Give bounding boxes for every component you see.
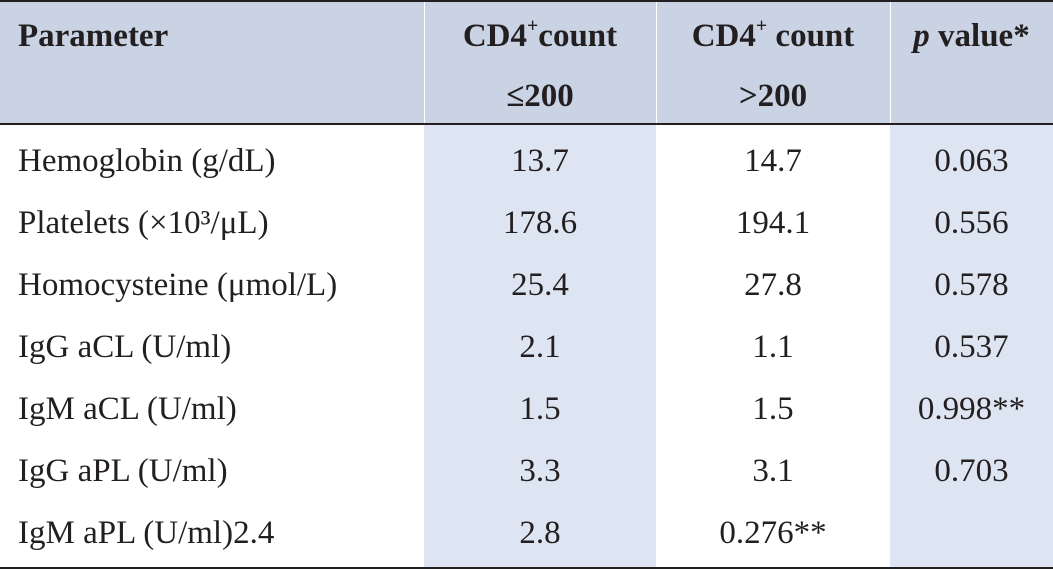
cell-p-value: 0.537 bbox=[934, 329, 1009, 365]
cell-le200: 1.5 bbox=[519, 391, 561, 427]
table-row: Homocysteine (μmol/L) 25.4 27.8 0.578 bbox=[0, 254, 1053, 316]
cell-parameter: Hemoglobin (g/dL) bbox=[18, 143, 276, 179]
header-cd4-gt200-line2: >200 bbox=[738, 78, 808, 114]
column-background-parameter bbox=[0, 124, 424, 568]
table-row: IgG aCL (U/ml) 2.1 1.1 0.537 bbox=[0, 316, 1053, 378]
column-background-gt200 bbox=[656, 124, 890, 568]
cell-parameter: IgG aCL (U/ml) bbox=[18, 329, 232, 365]
header-rule bbox=[0, 123, 1053, 125]
table-row: Hemoglobin (g/dL) 13.7 14.7 0.063 bbox=[0, 130, 1053, 192]
header-p-value: p value* bbox=[913, 18, 1030, 54]
cell-parameter: IgG aPL (U/ml) bbox=[18, 453, 228, 489]
cell-p-value: 0.998** bbox=[917, 391, 1026, 427]
cell-p-value: 0.703 bbox=[934, 453, 1009, 489]
table-row: IgM aCL (U/ml) 1.5 1.5 0.998** bbox=[0, 378, 1053, 440]
cell-le200: 3.3 bbox=[519, 453, 561, 489]
cell-gt200: 194.1 bbox=[735, 205, 811, 241]
cell-gt200: 27.8 bbox=[744, 267, 802, 303]
table-row: Platelets (×10³/μL) 178.6 194.1 0.556 bbox=[0, 192, 1053, 254]
column-background-pvalue bbox=[890, 124, 1053, 568]
cell-p-value: 0.578 bbox=[934, 267, 1009, 303]
header-background bbox=[0, 2, 1053, 124]
cell-parameter: Homocysteine (μmol/L) bbox=[18, 267, 338, 303]
cell-le200: 2.1 bbox=[519, 329, 561, 365]
top-rule bbox=[0, 0, 1053, 2]
header-cd4-gt200-line1: CD4+ count bbox=[691, 15, 855, 54]
table-row: IgM aPL (U/ml)2.4 2.8 0.276** bbox=[0, 502, 1053, 564]
header-cd4-le200-line1: CD4+count bbox=[462, 15, 618, 54]
cell-parameter: Platelets (×10³/μL) bbox=[18, 205, 269, 241]
cell-parameter: IgM aPL (U/ml)2.4 bbox=[18, 515, 275, 551]
cell-le200: 178.6 bbox=[502, 205, 578, 241]
cell-le200: 2.8 bbox=[519, 515, 561, 551]
header-divider bbox=[424, 2, 425, 124]
header-cd4-le200-line2: ≤200 bbox=[506, 78, 574, 114]
cell-gt200: 3.1 bbox=[752, 453, 794, 489]
cell-le200: 13.7 bbox=[511, 143, 569, 179]
cell-p-value: 0.556 bbox=[934, 205, 1009, 241]
cell-gt200: 1.5 bbox=[752, 391, 794, 427]
cell-parameter: IgM aCL (U/ml) bbox=[18, 391, 237, 427]
header-divider bbox=[890, 2, 891, 124]
table-row: IgG aPL (U/ml) 3.3 3.1 0.703 bbox=[0, 440, 1053, 502]
cell-le200: 25.4 bbox=[511, 267, 569, 303]
bottom-rule bbox=[0, 567, 1053, 569]
cell-gt200: 14.7 bbox=[744, 143, 802, 179]
header-parameter: Parameter bbox=[18, 18, 169, 54]
cell-gt200: 0.276** bbox=[719, 515, 827, 551]
column-background-le200 bbox=[424, 124, 656, 568]
cell-gt200: 1.1 bbox=[752, 329, 794, 365]
header-divider bbox=[656, 2, 657, 124]
cell-p-value: 0.063 bbox=[934, 143, 1009, 179]
